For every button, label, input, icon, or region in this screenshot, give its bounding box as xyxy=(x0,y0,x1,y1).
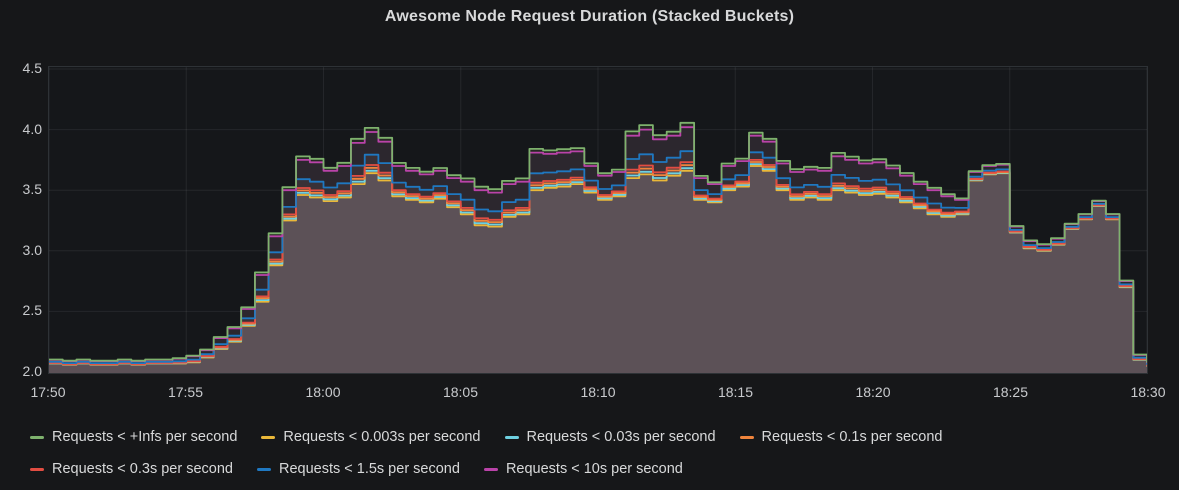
x-axis-tick-label: 18:30 xyxy=(1130,384,1166,400)
y-axis-tick-label: 4.0 xyxy=(22,120,42,137)
y-axis-tick-label: 3.0 xyxy=(22,241,42,258)
legend-item[interactable]: Requests < 0.1s per second xyxy=(739,429,943,445)
y-axis-tick-label: 2.0 xyxy=(22,363,42,379)
series-line xyxy=(49,121,1147,363)
legend-series-label: Requests < 0.003s per second xyxy=(283,429,481,445)
legend-item[interactable]: Requests < 10s per second xyxy=(483,461,683,477)
legend-series-label: Requests < +Infs per second xyxy=(52,429,238,445)
legend-series-color-icon xyxy=(504,435,519,439)
panel-title: Awesome Node Request Duration (Stacked B… xyxy=(384,8,795,25)
x-axis-tick-label: 17:55 xyxy=(167,384,204,400)
legend: Requests < +Infs per second Requests < 0.… xyxy=(30,424,1170,488)
legend-series-color-icon xyxy=(30,435,44,439)
y-axis-tick-label: 4.5 xyxy=(22,60,42,76)
legend-series-label: Requests < 1.5s per second xyxy=(278,461,460,477)
legend-row: Requests < +Infs per second Requests < 0.… xyxy=(30,424,1170,450)
legend-series-color-icon xyxy=(256,467,271,471)
legend-item[interactable]: Requests < 0.003s per second xyxy=(261,429,481,445)
graph-area[interactable] xyxy=(48,66,1148,374)
legend-series-label: Requests < 0.3s per second xyxy=(52,461,233,477)
x-axis-tick-label: 17:50 xyxy=(30,384,66,400)
y-axis-tick-label: 2.5 xyxy=(22,302,42,319)
y-axis-tick-label: 3.5 xyxy=(22,181,42,198)
x-axis-tick-label: 18:25 xyxy=(992,384,1029,400)
legend-series-color-icon xyxy=(483,467,498,471)
x-axis-tick-label: 18:20 xyxy=(855,384,891,400)
area-band xyxy=(49,166,1147,373)
x-axis-tick-label: 18:10 xyxy=(580,384,616,400)
legend-series-color-icon xyxy=(739,435,754,439)
chart-canvas xyxy=(49,67,1147,373)
legend-item[interactable]: Requests < 0.3s per second xyxy=(30,461,233,477)
legend-series-color-icon xyxy=(30,467,44,471)
legend-series-label: Requests < 0.1s per second xyxy=(761,429,943,445)
x-axis-tick-label: 18:15 xyxy=(717,384,754,400)
legend-series-label: Requests < 0.03s per second xyxy=(526,429,716,445)
x-axis-tick-label: 18:05 xyxy=(442,384,479,400)
legend-series-label: Requests < 10s per second xyxy=(505,461,683,477)
legend-row: Requests < 0.3s per second Requests < 1.5… xyxy=(30,456,1170,482)
legend-series-color-icon xyxy=(261,435,276,439)
legend-item[interactable]: Requests < 0.03s per second xyxy=(504,429,716,445)
x-axis-tick-label: 18:00 xyxy=(305,384,341,400)
legend-item[interactable]: Requests < 1.5s per second xyxy=(256,461,460,477)
legend-item[interactable]: Requests < +Infs per second xyxy=(30,429,237,445)
